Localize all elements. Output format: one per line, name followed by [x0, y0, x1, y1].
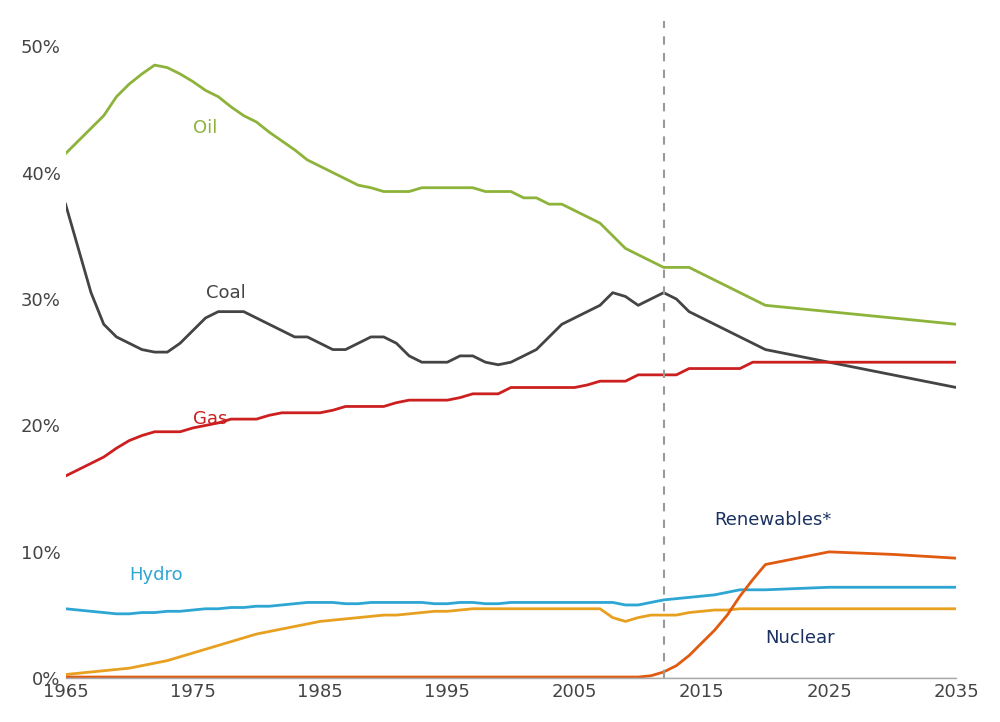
- Text: Hydro: Hydro: [129, 565, 183, 583]
- Text: Gas: Gas: [193, 410, 227, 428]
- Text: Oil: Oil: [193, 119, 217, 137]
- Text: Nuclear: Nuclear: [765, 629, 835, 647]
- Text: Coal: Coal: [206, 284, 245, 302]
- Text: Renewables*: Renewables*: [715, 511, 832, 529]
